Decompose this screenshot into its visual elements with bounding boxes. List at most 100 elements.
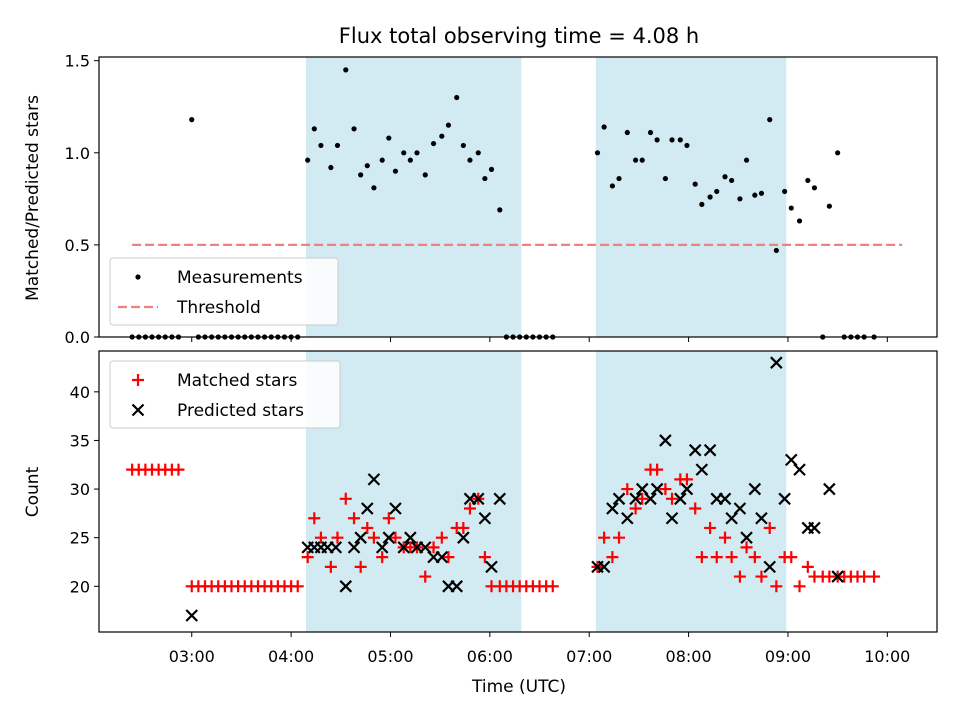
measurement-point	[460, 142, 466, 149]
measurement-point	[767, 117, 773, 123]
series-measurements	[129, 67, 877, 340]
measurement-point	[334, 142, 341, 149]
measurement-point	[639, 157, 645, 163]
predicted-star-marker	[606, 502, 619, 515]
legend-measurement-marker	[135, 274, 141, 280]
measurement-point	[835, 150, 841, 156]
x-tick-label: 08:00	[666, 647, 712, 666]
matched-star-marker	[629, 502, 642, 515]
matched-star-marker	[419, 570, 432, 583]
series-predicted-stars	[185, 356, 844, 622]
matched-star-marker	[868, 570, 881, 583]
predicted-star-marker	[629, 492, 642, 506]
predicted-star-marker	[823, 482, 836, 496]
measurement-point	[594, 150, 601, 156]
measurement-point	[707, 194, 713, 200]
matched-star-marker	[331, 531, 344, 544]
matched-star-marker	[427, 541, 440, 554]
y-tick-label: 20	[70, 577, 90, 596]
measurement-point	[722, 174, 728, 180]
measurement-point	[407, 157, 413, 163]
x-tick-label: 03:00	[169, 647, 215, 666]
x-tick-label: 05:00	[367, 647, 413, 666]
legend-label: Measurements	[177, 268, 303, 288]
matched-star-marker	[695, 551, 708, 564]
matched-star-marker	[651, 463, 664, 476]
measurement-point	[677, 137, 683, 143]
measurement-point	[488, 166, 495, 172]
measurement-point	[743, 157, 750, 163]
predicted-star-marker	[457, 531, 470, 544]
measurement-point	[401, 150, 407, 156]
legend-label: Threshold	[176, 298, 261, 318]
matched-star-marker	[704, 521, 717, 534]
y-tick-label: 0.5	[65, 236, 90, 255]
y-tick-label: 30	[70, 480, 90, 499]
predicted-star-marker	[831, 570, 844, 583]
predicted-star-marker	[404, 531, 417, 544]
measurement-point	[439, 133, 445, 139]
measurement-point	[609, 183, 615, 189]
predicted-star-marker	[674, 492, 687, 506]
x-tick-label: 04:00	[268, 647, 314, 666]
chart-title: Flux total observing time = 4.08 h	[339, 24, 699, 48]
measurement-point	[467, 157, 473, 163]
y-tick-label: 25	[70, 529, 90, 548]
measurement-point	[445, 122, 452, 128]
predicted-star-marker	[471, 492, 485, 506]
predicted-star-marker	[354, 531, 367, 544]
predicted-star-marker	[763, 560, 777, 574]
matched-star-marker	[301, 551, 314, 564]
predicted-star-marker	[612, 492, 626, 506]
matched-star-marker	[613, 531, 626, 544]
predicted-star-marker	[597, 560, 611, 574]
measurement-point	[386, 135, 392, 141]
matched-star-marker	[785, 551, 798, 564]
matched-star-marker	[382, 512, 395, 525]
predicted-star-marker	[644, 492, 657, 506]
x-tick-label: 06:00	[467, 647, 513, 666]
measurement-point	[328, 164, 334, 171]
predicted-star-marker	[397, 541, 411, 554]
matched-star-marker	[793, 580, 806, 593]
legend-box	[109, 257, 339, 326]
matched-star-marker	[801, 560, 814, 573]
matched-star-marker	[172, 463, 185, 476]
predicted-star-marker	[808, 521, 821, 535]
y-axis-label-bottom: Count	[23, 466, 43, 517]
measurement-point	[616, 175, 622, 182]
measurement-point	[826, 203, 832, 209]
predicted-star-marker	[778, 492, 791, 506]
predicted-star-marker	[703, 443, 717, 457]
matched-star-marker	[132, 374, 144, 386]
top-panel: 0.0 0.5 1.0 1.5 Measurements Threshold	[65, 52, 938, 347]
predicted-star-marker	[793, 463, 806, 476]
predicted-star-marker	[680, 482, 694, 496]
predicted-star-marker	[361, 502, 374, 515]
matched-star-marker	[770, 580, 783, 593]
axes-frame	[98, 350, 938, 633]
predicted-star-marker	[688, 443, 702, 457]
measurement-point	[601, 124, 607, 130]
matched-star-marker	[314, 531, 327, 544]
predicted-star-marker	[185, 609, 199, 622]
y-axis-label-top: Matched/Predicted stars	[23, 95, 43, 301]
measurement-point	[189, 117, 195, 123]
predicted-star-marker	[367, 473, 381, 486]
measurement-point	[714, 188, 720, 195]
predicted-star-marker	[733, 502, 747, 515]
matched-star-marker	[435, 531, 448, 544]
legend-label: Predicted stars	[177, 401, 304, 421]
measurement-point	[737, 196, 743, 202]
measurement-point	[758, 190, 765, 196]
matched-star-marker	[621, 483, 634, 496]
legend-box	[109, 360, 341, 429]
observing-span	[306, 351, 522, 632]
predicted-star-marker	[339, 580, 353, 593]
matched-star-marker	[442, 551, 455, 564]
y-tick-label: 1.5	[65, 52, 90, 71]
measurement-point	[351, 126, 357, 132]
predicted-star-marker	[450, 580, 464, 593]
measurement-point	[773, 247, 779, 254]
measurement-point	[454, 94, 460, 101]
